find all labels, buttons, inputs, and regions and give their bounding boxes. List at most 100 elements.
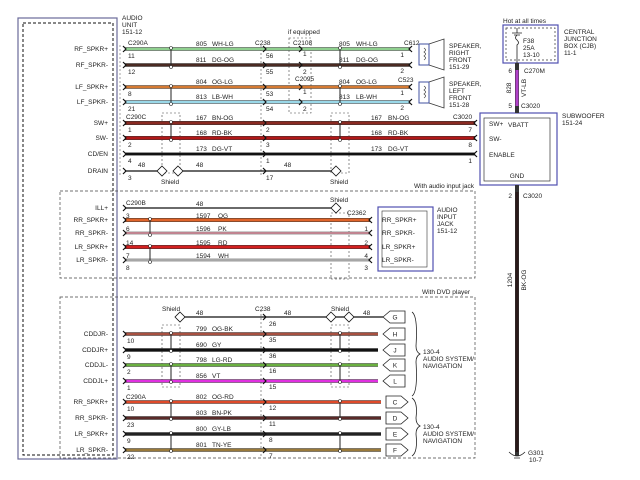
navigation-label: 130-4 bbox=[423, 424, 440, 431]
pin-number: 8 bbox=[468, 142, 472, 149]
wire-color-code: LB-WH bbox=[356, 94, 377, 101]
navigation-label: 130-4 bbox=[423, 349, 440, 356]
connector-tag-J: J bbox=[382, 343, 406, 357]
pin-number: 2 bbox=[508, 193, 512, 200]
pin-number: 1 bbox=[468, 158, 472, 165]
audio-jack-box bbox=[377, 206, 434, 272]
twisted-pair-icon bbox=[169, 84, 173, 88]
tag-letter: C bbox=[393, 400, 398, 407]
wire-color-code: RD-BK bbox=[212, 130, 233, 137]
pin-number: 26 bbox=[269, 321, 277, 328]
shield-label: Shield bbox=[330, 179, 348, 186]
wire-color-code: DG-VT bbox=[388, 146, 408, 153]
connector-label: C3020 bbox=[521, 103, 541, 110]
pin-name: SW+ bbox=[94, 120, 108, 127]
pin-name: RR_SPKR- bbox=[75, 415, 108, 422]
shield-icon bbox=[156, 165, 168, 177]
wire-color-code: LG-RD bbox=[212, 357, 233, 364]
audio-jack-section bbox=[59, 190, 476, 279]
twisted-pair-icon bbox=[169, 65, 173, 69]
circuit-number: 805 bbox=[196, 41, 207, 48]
pin-number: 2 bbox=[303, 69, 307, 76]
connector-arrow-icon bbox=[262, 346, 267, 354]
pin-number: 2 bbox=[400, 68, 404, 75]
circuit-number: 813 bbox=[196, 94, 207, 101]
circuit-number: 173 bbox=[196, 146, 207, 153]
connector-arrow-icon bbox=[408, 98, 413, 106]
wire-color-code: PK bbox=[218, 226, 227, 233]
speaker-right-front-cone-icon bbox=[428, 38, 445, 71]
twisted-pair-icon bbox=[338, 449, 342, 453]
wire-color-code: WH-LG bbox=[356, 41, 378, 48]
speaker-right-front-label: FRONT bbox=[449, 57, 471, 64]
pin-number: 36 bbox=[269, 353, 277, 360]
pin-number: 16 bbox=[269, 368, 277, 375]
connector-arrow-icon bbox=[122, 256, 127, 264]
audio-jack-label: INPUT bbox=[437, 214, 457, 221]
connector-arrow-icon bbox=[368, 216, 373, 224]
brace-icon bbox=[411, 311, 421, 397]
connector-tag-C: C bbox=[385, 395, 409, 409]
connector-arrow-icon bbox=[122, 167, 127, 175]
wire-color-code: DG-OG bbox=[212, 57, 234, 64]
pin-number: 1 bbox=[127, 385, 131, 392]
connector-arrow-icon bbox=[262, 61, 267, 69]
shield-box bbox=[161, 112, 181, 174]
tag-letter: K bbox=[393, 363, 398, 370]
connector-arrow-icon bbox=[368, 229, 373, 237]
fuse-amps: 25A bbox=[523, 45, 535, 52]
subwoofer-pin-label: SW+ bbox=[489, 121, 503, 128]
wire-color-code: OG-RD bbox=[212, 394, 234, 401]
twisted-pair-icon bbox=[148, 217, 152, 221]
wire-color-code: WH bbox=[218, 253, 229, 260]
twisted-pair-icon bbox=[169, 138, 173, 142]
twisted-pair-icon bbox=[169, 349, 173, 353]
pin-name: LR_SPKR+ bbox=[75, 244, 109, 251]
tag-letter: D bbox=[393, 416, 398, 423]
circuit-number: 173 bbox=[371, 146, 382, 153]
circuit-number: 802 bbox=[196, 394, 207, 401]
circuit-number: 856 bbox=[196, 373, 207, 380]
speaker-right-front-label: RIGHT bbox=[449, 50, 469, 57]
connector-label: C3020 bbox=[453, 114, 473, 121]
circuit-number: 48 bbox=[363, 310, 371, 317]
tag-shape bbox=[385, 395, 409, 409]
connector-arrow-icon bbox=[122, 150, 127, 158]
connector-label: C3020 bbox=[523, 193, 543, 200]
audio-unit-inner bbox=[22, 22, 114, 456]
pin-number: 6 bbox=[508, 68, 512, 75]
circuit-number: 800 bbox=[196, 426, 207, 433]
brace-icon bbox=[411, 397, 421, 457]
connector-label: C523 bbox=[398, 77, 414, 84]
audio-jack-label: AUDIO bbox=[437, 207, 458, 214]
circuit-number: 48 bbox=[138, 162, 146, 169]
circuit-number: 1204 bbox=[507, 272, 514, 287]
pin-number: 55 bbox=[266, 69, 274, 76]
connector-arrow-icon bbox=[368, 243, 373, 251]
navigation-label: AUDIO SYSTEM/ bbox=[423, 356, 474, 363]
pin-number: 2 bbox=[303, 106, 307, 113]
pin-number: 1 bbox=[400, 52, 404, 59]
connector-arrow-icon bbox=[262, 83, 267, 91]
tag-shape bbox=[382, 374, 406, 388]
pin-number: 1 bbox=[303, 51, 307, 58]
pin-number: 2 bbox=[127, 369, 131, 376]
pin-number: 53 bbox=[266, 91, 274, 98]
tag-letter: E bbox=[393, 432, 398, 439]
pin-name: DRAIN bbox=[88, 168, 109, 175]
if-equipped-note: if equipped bbox=[288, 29, 320, 36]
connector-arrow-icon bbox=[122, 446, 127, 454]
connector-arrow-icon bbox=[122, 83, 127, 91]
connector-arrow-icon bbox=[473, 119, 478, 127]
circuit-number: 1597 bbox=[196, 213, 211, 220]
connector-arrow-icon bbox=[298, 61, 303, 69]
circuit-number: 811 bbox=[196, 57, 207, 64]
twisted-pair-icon bbox=[338, 362, 342, 366]
pin-number: 1 bbox=[303, 89, 307, 96]
pin-number: 9 bbox=[127, 438, 131, 445]
ground-label: G301 bbox=[528, 450, 544, 457]
connector-arrow-icon bbox=[262, 150, 267, 158]
connector-arrow-icon bbox=[262, 330, 267, 338]
pin-number: 2 bbox=[128, 142, 132, 149]
wire-color-code: OG-LG bbox=[356, 79, 377, 86]
